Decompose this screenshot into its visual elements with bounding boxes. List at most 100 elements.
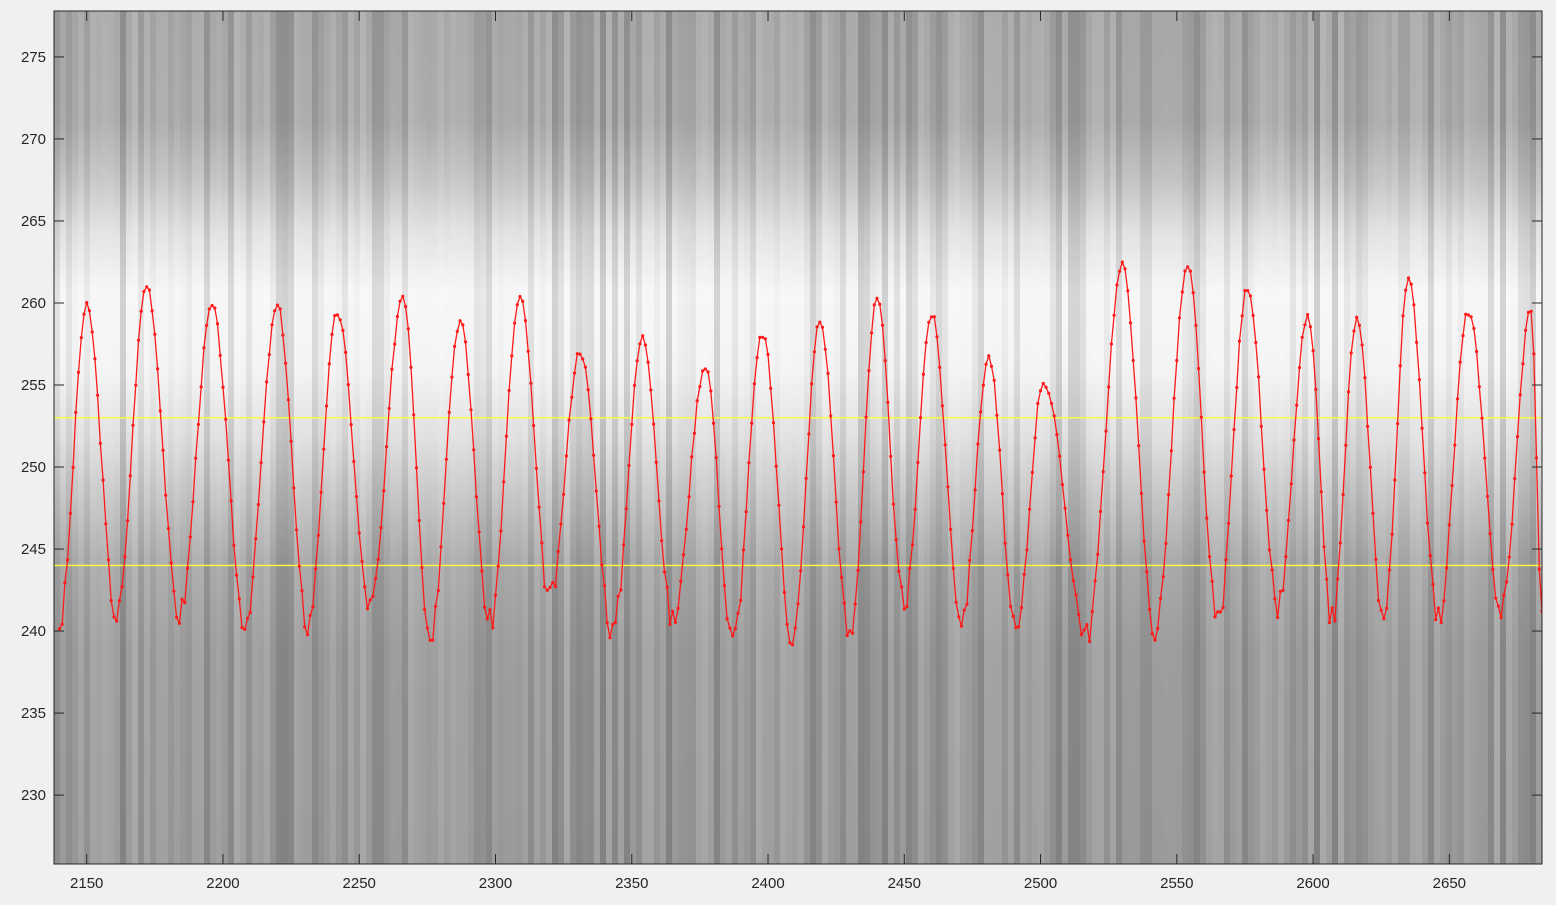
data-point [714,456,718,460]
data-point [1161,575,1165,579]
data-point [987,354,991,358]
background-streak [102,11,108,864]
background-streak [816,11,822,864]
data-point [224,417,228,421]
data-point [1355,315,1359,319]
data-point [436,588,440,593]
data-point [886,400,890,404]
data-point [1194,323,1198,327]
data-point [265,380,269,384]
background-streak [366,11,372,864]
data-point [1049,401,1054,406]
data-point [248,611,252,615]
data-point [322,447,326,451]
data-point [1123,267,1127,271]
data-point [758,335,762,339]
background-streak [702,11,708,864]
data-point [177,621,181,625]
background-streak [882,11,888,864]
data-point [180,597,184,602]
yellow-reference-lines [54,417,1542,567]
data-point [504,434,508,438]
background-streak [822,11,828,864]
data-point [706,370,710,374]
background-streak [1134,11,1140,864]
data-point [1199,415,1203,419]
y-axis: 230 235 240 245 250 255 260 265 270 275 [21,49,1542,804]
x-axis: 2150 2200 2250 2300 2350 2400 2450 2500 2550 2600… [70,11,1466,892]
background-streak [858,11,864,864]
plot-area-border [53,10,1543,865]
data-point [175,615,179,620]
data-point [1137,444,1141,448]
data-point [338,318,342,322]
background-streak [1110,11,1116,864]
data-point [755,356,759,360]
data-point [1406,276,1411,280]
data-point [692,431,697,435]
background-streak [768,11,774,864]
data-point [581,357,585,361]
data-point [474,495,478,499]
data-point [469,408,473,412]
data-point [1469,315,1473,319]
data-point [521,299,525,303]
data-point [1303,323,1307,327]
data-point [202,346,206,350]
background-streak [1464,11,1470,864]
data-point [1420,426,1424,430]
data-point [215,322,220,326]
data-point [393,342,397,346]
data-point [294,528,299,532]
data-point [1030,470,1034,474]
data-point [1450,483,1454,488]
background-streak [342,11,348,864]
data-point [172,589,176,593]
background-streak [1068,11,1074,864]
data-point [458,319,462,323]
data-point [829,414,833,418]
data-point [1404,288,1408,292]
data-point [752,382,757,386]
background-streak [1212,11,1218,864]
data-point [401,294,405,298]
y-tick-label: 260 [21,295,46,312]
data-point [1526,310,1530,314]
data-point [384,445,389,449]
data-point [480,569,484,573]
data-point [349,423,353,427]
data-point [1483,456,1487,460]
data-point [1494,596,1498,600]
data-point [657,499,661,503]
data-point [256,502,260,507]
data-point [327,362,331,366]
background-streak [1224,11,1230,864]
background-streak [1428,11,1434,864]
data-point [109,599,113,603]
background-streak [1236,11,1242,864]
data-point [701,369,705,373]
data-point [1210,579,1214,583]
data-point [333,314,337,318]
background-streak [474,11,480,864]
data-point [1077,612,1081,617]
background-streak [180,11,186,864]
background-streak [1158,11,1164,864]
background-streak [378,11,384,864]
data-point [924,340,928,345]
data-point [395,314,399,319]
background-streak [186,11,192,864]
data-point [1371,511,1375,515]
background-streak [252,11,258,864]
data-point [774,464,778,468]
data-point [935,335,939,339]
data-point [311,605,315,609]
data-point [1101,470,1105,474]
background-streak [1074,11,1080,864]
background-streak [1284,11,1290,864]
data-point [477,530,481,534]
data-point [1415,340,1419,344]
background-streak [1200,11,1206,864]
data-point [374,576,378,581]
data-point [979,410,983,414]
